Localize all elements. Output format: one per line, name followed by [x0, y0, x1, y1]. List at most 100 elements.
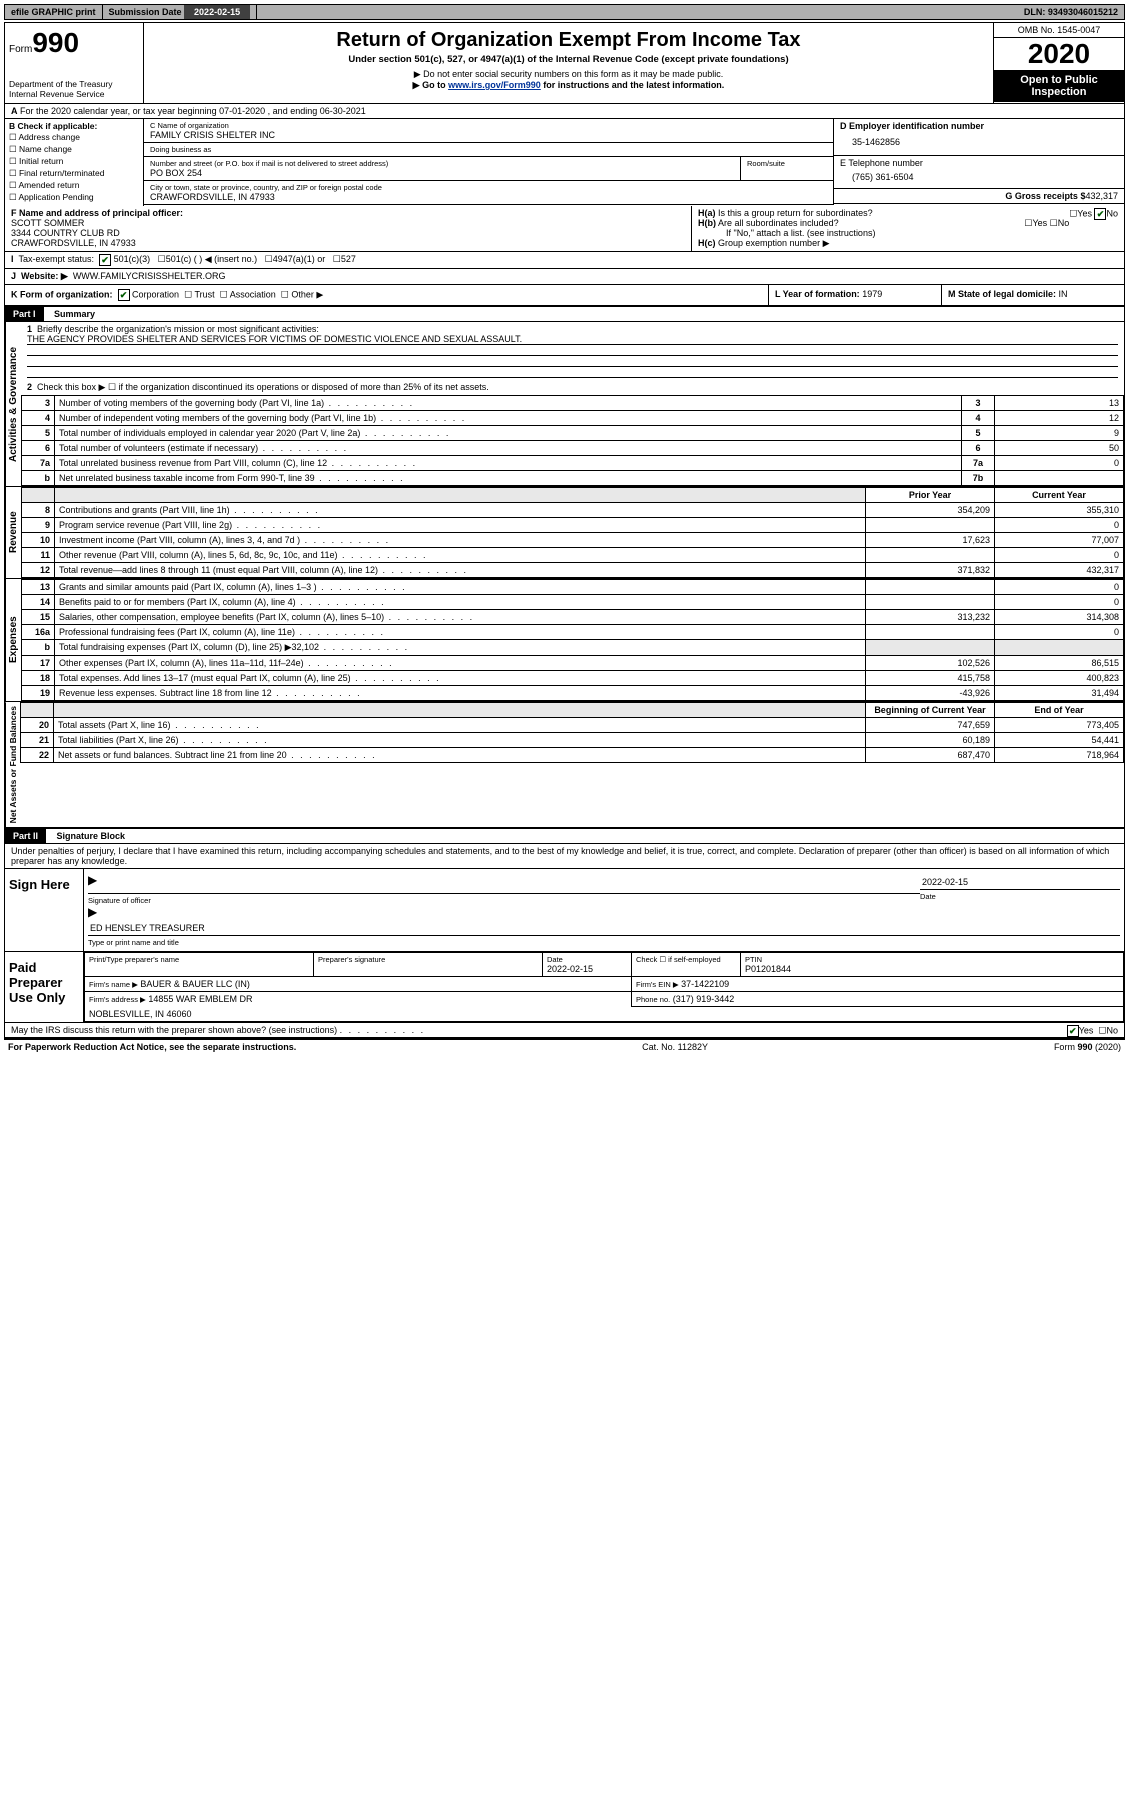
- k-corp-check[interactable]: ✔: [118, 289, 130, 301]
- city-cell: City or town, state or province, country…: [144, 181, 834, 205]
- firm-phone: (317) 919-3442: [673, 994, 735, 1004]
- current-val: 0: [995, 548, 1124, 563]
- line-text: Total number of individuals employed in …: [55, 426, 962, 441]
- h-b: H(b) Are all subordinates included? ☐Yes…: [698, 218, 1118, 228]
- officer-sig-line[interactable]: [88, 889, 920, 894]
- current-val: 0: [995, 625, 1124, 640]
- i-label: Tax-exempt status:: [19, 254, 95, 266]
- prep-check-label[interactable]: Check ☐ if self-employed: [636, 955, 736, 964]
- line-val: 9: [995, 426, 1124, 441]
- ha-no-check[interactable]: ✔: [1094, 208, 1106, 220]
- line-text: Professional fundraising fees (Part IX, …: [55, 625, 866, 640]
- exp-content: 13 Grants and similar amounts paid (Part…: [21, 579, 1124, 701]
- line-a: A For the 2020 calendar year, or tax yea…: [5, 104, 1124, 119]
- net-table: Beginning of Current Year End of Year20 …: [20, 702, 1124, 763]
- prep-name-label: Print/Type preparer's name: [89, 955, 309, 964]
- line-box: 7b: [962, 471, 995, 486]
- col-hdr-current: Current Year: [995, 488, 1124, 503]
- line-text: Net assets or fund balances. Subtract li…: [54, 748, 866, 763]
- rev-content: Prior Year Current Year8 Contributions a…: [21, 487, 1124, 578]
- firm-ein: 37-1422109: [681, 979, 729, 989]
- line-text: Number of independent voting members of …: [55, 411, 962, 426]
- line-text: Contributions and grants (Part VIII, lin…: [55, 503, 866, 518]
- officer-sig-cell: ▶ Signature of officer: [88, 873, 920, 905]
- h-note: If "No," attach a list. (see instruction…: [698, 228, 1118, 238]
- exp-table: 13 Grants and similar amounts paid (Part…: [21, 579, 1124, 701]
- i-501c3-check[interactable]: ✔: [99, 254, 111, 266]
- discuss-text: May the IRS discuss this return with the…: [11, 1025, 337, 1035]
- prior-val: [866, 595, 995, 610]
- mission-blank2: [27, 356, 1118, 367]
- topbar: efile GRAPHIC print Submission Date 2022…: [4, 4, 1125, 20]
- prior-val: -43,926: [866, 686, 995, 701]
- firm-name-label: Firm's name ▶: [89, 980, 138, 989]
- website-value[interactable]: WWW.FAMILYCRISISSHELTER.ORG: [73, 271, 226, 281]
- current-val: 77,007: [995, 533, 1124, 548]
- street-label: Number and street (or P.O. box if mail i…: [150, 159, 734, 168]
- irs-link[interactable]: www.irs.gov/Form990: [448, 80, 541, 90]
- city-value: CRAWFORDSVILLE, IN 47933: [150, 192, 827, 202]
- line-val: 50: [995, 441, 1124, 456]
- org-name: FAMILY CRISIS SHELTER INC: [150, 130, 827, 140]
- sign-section: Sign Here ▶ Signature of officer 2022-02…: [5, 868, 1124, 951]
- col-b-header: B Check if applicable:: [9, 121, 97, 131]
- prep-date-label: Date: [547, 955, 627, 964]
- discuss-yes-check[interactable]: ✔: [1067, 1025, 1079, 1037]
- col-mid: C Name of organization FAMILY CRISIS SHE…: [144, 119, 834, 206]
- col-hdr-prior: Beginning of Current Year: [866, 703, 995, 718]
- dba-label: Doing business as: [150, 145, 827, 154]
- line-num: 15: [22, 610, 55, 625]
- line-text: Revenue less expenses. Subtract line 18 …: [55, 686, 866, 701]
- line-val: 0: [995, 456, 1124, 471]
- sign-date-label: Date: [920, 892, 1120, 901]
- line-num: 4: [22, 411, 55, 426]
- gov-section: Activities & Governance 1 Briefly descri…: [5, 322, 1124, 487]
- line-text: Total expenses. Add lines 13–17 (must eq…: [55, 671, 866, 686]
- form-number: Form990: [9, 27, 139, 59]
- omb-number: OMB No. 1545-0047: [994, 23, 1124, 38]
- line-box: 3: [962, 396, 995, 411]
- dept-treasury: Department of the Treasury Internal Reve…: [9, 79, 139, 99]
- arrow-icon: ▶: [88, 905, 97, 919]
- line-num: 21: [21, 733, 54, 748]
- line-text: Total unrelated business revenue from Pa…: [55, 456, 962, 471]
- check-name-change[interactable]: ☐ Name change: [9, 144, 139, 155]
- efile-label[interactable]: efile GRAPHIC print: [5, 5, 103, 19]
- tax-year: 2020: [994, 38, 1124, 70]
- line-num: 9: [22, 518, 55, 533]
- line-text: Other expenses (Part IX, column (A), lin…: [55, 656, 866, 671]
- check-final-return[interactable]: ☐ Final return/terminated: [9, 168, 139, 179]
- footer-left: For Paperwork Reduction Act Notice, see …: [8, 1042, 296, 1052]
- prior-val: 102,526: [866, 656, 995, 671]
- gross-label: G Gross receipts $: [1005, 191, 1085, 201]
- check-pending[interactable]: ☐ Application Pending: [9, 192, 139, 203]
- prior-val: 371,832: [866, 563, 995, 578]
- net-side-label: Net Assets or Fund Balances: [5, 702, 20, 827]
- current-val: 31,494: [995, 686, 1124, 701]
- current-val: 718,964: [995, 748, 1124, 763]
- footer-right: Form 990 (2020): [1054, 1042, 1121, 1052]
- gov-l2-text: Check this box ▶ ☐ if the organization d…: [37, 382, 489, 392]
- j-label: Website: ▶: [21, 271, 68, 281]
- f-cell: F Name and address of principal officer:…: [5, 206, 692, 251]
- check-address-change[interactable]: ☐ Address change: [9, 132, 139, 143]
- officer-sig-label: Signature of officer: [88, 896, 920, 905]
- line-text: Total number of volunteers (estimate if …: [55, 441, 962, 456]
- line-text: Program service revenue (Part VIII, line…: [55, 518, 866, 533]
- check-amended[interactable]: ☐ Amended return: [9, 180, 139, 191]
- part1-header: Part I Summary: [5, 306, 1124, 322]
- line-text: Investment income (Part VIII, column (A)…: [55, 533, 866, 548]
- line-num: 6: [22, 441, 55, 456]
- prior-val: 17,623: [866, 533, 995, 548]
- declaration: Under penalties of perjury, I declare th…: [5, 844, 1124, 868]
- paid-table: Print/Type preparer's name Preparer's si…: [84, 952, 1124, 1022]
- prior-val: 313,232: [866, 610, 995, 625]
- line-num: 16a: [22, 625, 55, 640]
- subtitle-3: ▶ Go to www.irs.gov/Form990 for instruct…: [148, 80, 989, 91]
- subtitle-1: Under section 501(c), 527, or 4947(a)(1)…: [148, 54, 989, 65]
- check-initial-return[interactable]: ☐ Initial return: [9, 156, 139, 167]
- l-value: 1979: [862, 289, 882, 299]
- discuss-row: May the IRS discuss this return with the…: [5, 1023, 1124, 1039]
- phone-value: (765) 361-6504: [840, 168, 1118, 186]
- gross-value: 432,317: [1085, 191, 1118, 201]
